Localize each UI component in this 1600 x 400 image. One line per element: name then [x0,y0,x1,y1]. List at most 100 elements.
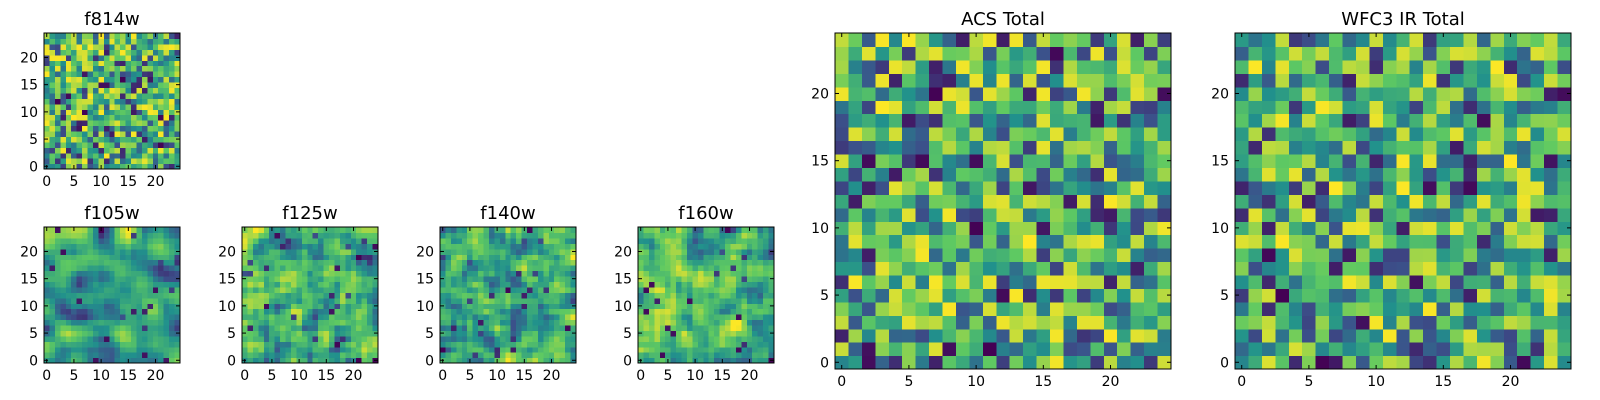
y-tick-label: 5 [29,132,38,148]
heatmap-cell [483,286,490,293]
heatmap-cell [269,308,276,315]
heatmap-cell [114,292,121,299]
heatmap-cell [163,248,170,255]
heatmap-cell [65,308,72,315]
heatmap-cell [103,141,110,148]
heatmap-cell [258,281,265,288]
heatmap-cell [1090,221,1105,236]
heatmap-cell [456,248,463,255]
heatmap-cell [307,346,314,353]
heatmap-cell [65,163,72,170]
heatmap-cell [323,275,330,282]
heatmap-cell [1036,153,1051,168]
heatmap-cell [697,319,704,326]
heatmap-cell [483,254,490,261]
heatmap-cell [258,314,265,321]
heatmap-cell [1517,180,1532,195]
heatmap-cell [708,303,715,310]
heatmap-cell [735,297,742,304]
heatmap-cell [483,324,490,331]
heatmap-cell [537,265,544,272]
heatmap-cell [929,59,944,74]
heatmap-cell [136,227,143,234]
heatmap-cell [1369,59,1384,74]
heatmap-cell [676,265,683,272]
heatmap-cell [440,319,447,326]
heatmap-cell [1409,301,1424,316]
heatmap-cell [285,297,292,304]
heatmap-cell [1423,86,1438,101]
heatmap-cell [82,275,89,282]
heatmap-cell [521,297,528,304]
heatmap-cell [982,46,997,61]
heatmap-cell [494,243,501,250]
heatmap-cell [98,281,105,288]
heatmap-cell [686,281,693,288]
heatmap-cell [356,270,363,277]
heatmap-cell [345,292,352,299]
heatmap-cell [532,324,539,331]
heatmap-cell [1248,33,1263,48]
heatmap-cell [87,38,94,45]
heatmap-cell [65,335,72,342]
heatmap-cell [1302,234,1317,249]
heatmap-cell [703,275,710,282]
heatmap-cell [152,43,159,50]
heatmap-cell [456,330,463,337]
heatmap-cell [98,259,105,266]
heatmap-cell [686,341,693,348]
heatmap-cell [109,319,116,326]
heatmap-cell [450,286,457,293]
heatmap-cell [339,292,346,299]
heatmap-cell [902,207,917,222]
heatmap-cell [87,71,94,78]
heatmap-cell [1530,86,1545,101]
heatmap-cell [98,314,105,321]
heatmap-cell [670,297,677,304]
heatmap-cell [49,254,56,261]
heatmap-cell [714,259,721,266]
heatmap-cell [1144,167,1159,182]
heatmap-cell [483,270,490,277]
heatmap-cell [131,130,138,137]
heatmap-cell [242,341,249,348]
heatmap-cell [285,227,292,234]
heatmap-cell [1450,274,1465,289]
heatmap-cell [955,288,970,303]
heatmap-cell [54,352,61,359]
heatmap-cell [367,270,374,277]
heatmap-cell [1090,33,1105,48]
heatmap-cell [483,275,490,282]
heatmap-cell [1463,180,1478,195]
heatmap-cell [472,308,479,315]
heatmap-cell [445,357,452,364]
heatmap-cell [670,259,677,266]
heatmap-cell [296,281,303,288]
heatmap-cell [708,254,715,261]
heatmap-cell [147,120,154,127]
heatmap-cell [543,286,550,293]
heatmap-cell [1235,46,1250,61]
heatmap-cell [1476,167,1491,182]
heatmap-cell [638,308,645,315]
heatmap-cell [120,65,127,72]
heatmap-cell [681,335,688,342]
heatmap-cell [274,243,281,250]
heatmap-cell [488,232,495,239]
heatmap-cell [120,136,127,143]
heatmap-cell [269,243,276,250]
heatmap-cell [757,319,764,326]
heatmap-cell [269,248,276,255]
heatmap-cell [1396,33,1411,48]
heatmap-cell [54,43,61,50]
heatmap-cell [1076,33,1091,48]
heatmap-cell [1409,328,1424,343]
heatmap-cell [461,297,468,304]
heatmap-cell [703,227,710,234]
heatmap-cell [356,243,363,250]
heatmap-cell [1329,207,1344,222]
heatmap-cell [915,194,930,209]
heatmap-cell [296,248,303,255]
heatmap-cell [494,346,501,353]
heatmap-cell [1023,234,1038,249]
